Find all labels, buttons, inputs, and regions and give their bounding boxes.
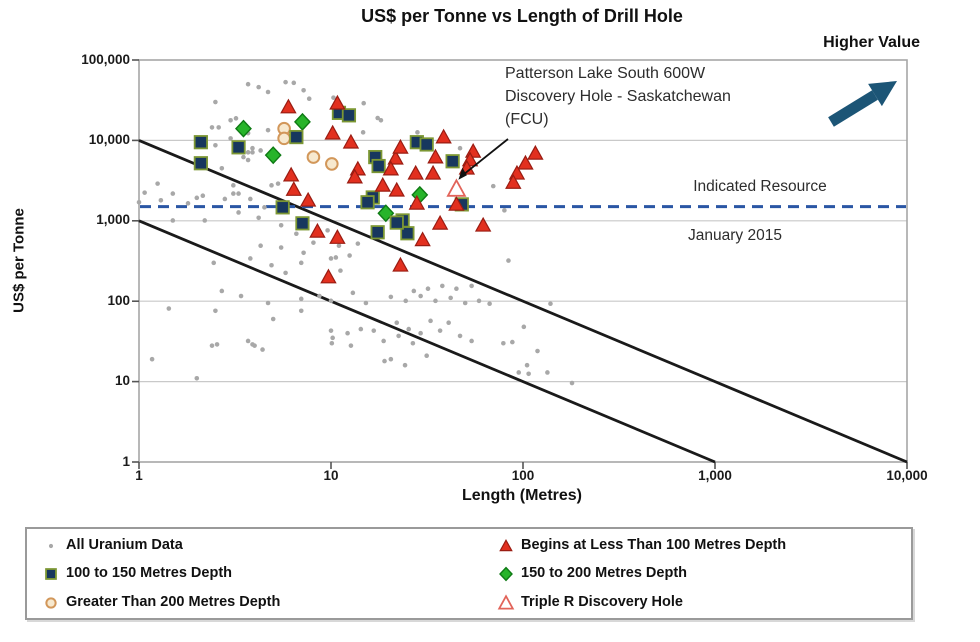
legend-label: Begins at Less Than 100 Metres Depth (521, 537, 787, 554)
x-tick-10: 10 (323, 468, 339, 483)
y-tick-10000: 10,000 (88, 132, 130, 147)
legend-label: Greater Than 200 Metres Depth (66, 593, 281, 610)
legend-item-100-150: 100 to 150 Metres Depth (41, 564, 496, 582)
annotation-line-1: Patterson Lake South 600W (505, 65, 706, 82)
y-tick-10: 10 (114, 373, 130, 388)
red-triangle-icon (496, 536, 516, 554)
y-tick-1: 1 (122, 454, 130, 469)
tan-circle-icon (41, 593, 61, 611)
y-tick-100: 100 (107, 293, 130, 308)
x-tick-1000: 1,000 (698, 468, 732, 483)
legend-label: 100 to 150 Metres Depth (66, 565, 233, 582)
navy-square-icon (41, 564, 61, 582)
green-diamond-icon (496, 564, 516, 582)
legend-label: All Uranium Data (66, 537, 183, 554)
january-2015-label: January 2015 (688, 227, 782, 244)
x-axis-label: Length (Metres) (462, 487, 582, 504)
legend-item-150-200: 150 to 200 Metres Depth (496, 564, 911, 582)
annotation-line-2: Discovery Hole - Saskatchewan (505, 88, 731, 105)
legend-item-triple-r: Triple R Discovery Hole (496, 593, 911, 611)
legend-box: All Uranium Data Begins at Less Than 100… (25, 527, 913, 620)
gray-dot-icon (41, 536, 61, 554)
discovery-hole-annotation: Patterson Lake South 600W Discovery Hole… (505, 62, 815, 131)
higher-value-label: Higher Value (823, 34, 920, 51)
x-tick-10000: 10,000 (886, 468, 928, 483)
x-tick-1: 1 (135, 468, 143, 483)
chart-title: US$ per Tonne vs Length of Drill Hole (361, 6, 683, 26)
legend-label: Triple R Discovery Hole (521, 593, 683, 610)
legend-item-greater-200: Greater Than 200 Metres Depth (41, 593, 496, 611)
y-tick-1000: 1,000 (96, 212, 130, 227)
legend-label: 150 to 200 Metres Depth (521, 565, 688, 582)
legend-item-all-uranium: All Uranium Data (41, 536, 496, 554)
legend-item-begins-less-100: Begins at Less Than 100 Metres Depth (496, 536, 911, 554)
annotation-line-3: (FCU) (505, 111, 549, 128)
x-tick-100: 100 (511, 468, 535, 483)
open-triangle-icon (496, 593, 516, 611)
y-axis-label: US$ per Tonne (10, 208, 28, 313)
y-tick-100000: 100,000 (81, 52, 130, 67)
indicated-resource-label: Indicated Resource (693, 178, 827, 195)
